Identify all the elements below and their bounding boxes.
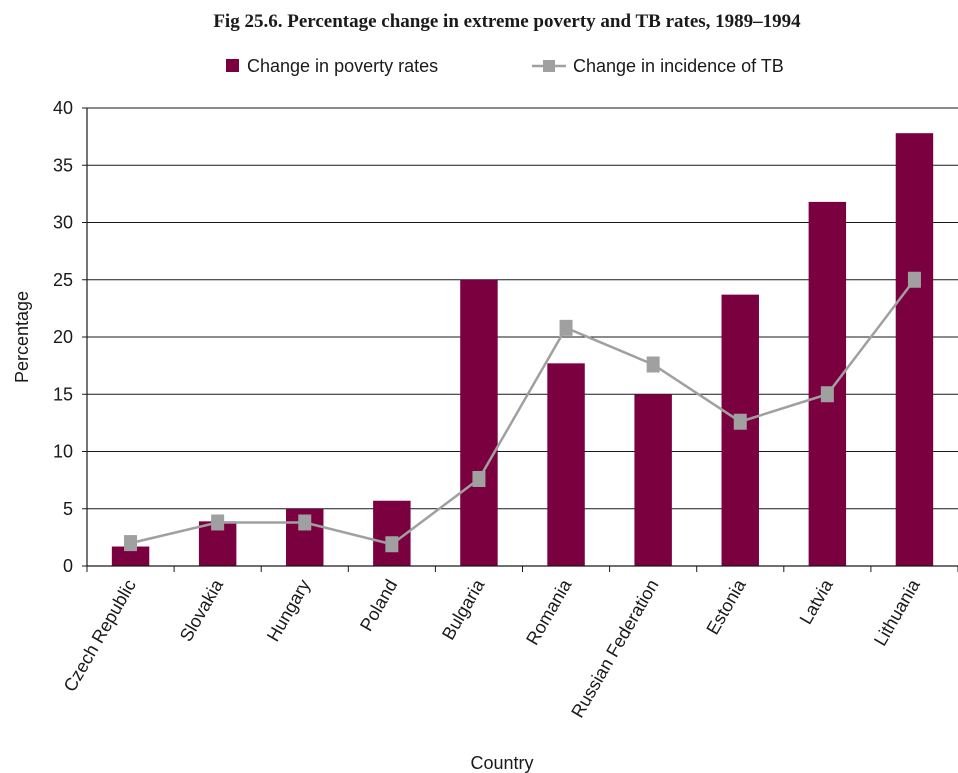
y-axis-ticks: 0 5 10 15 20 25 30 35 40 bbox=[53, 98, 87, 576]
chart-title: Fig 25.6. Percentage change in extreme p… bbox=[213, 11, 801, 32]
markers-tb bbox=[124, 271, 921, 553]
x-axis-ticks: Czech Republic Slovakia Hungary Poland Bulga… bbox=[60, 566, 958, 721]
legend-marker-tb bbox=[543, 60, 555, 72]
y-tick-label: 30 bbox=[53, 213, 73, 233]
x-tick-label: Latvia bbox=[795, 575, 837, 627]
legend-label-tb: Change in incidence of TB bbox=[573, 56, 784, 76]
tb-marker bbox=[733, 413, 747, 430]
y-tick-label: 35 bbox=[53, 155, 73, 175]
y-tick-label: 20 bbox=[53, 327, 73, 347]
bar bbox=[895, 133, 934, 566]
bar bbox=[721, 294, 759, 566]
bar bbox=[111, 546, 150, 566]
y-tick-label: 0 bbox=[63, 556, 73, 576]
x-tick-label: Russian Federation bbox=[567, 576, 662, 721]
bar bbox=[808, 201, 847, 566]
y-tick-label: 15 bbox=[53, 384, 73, 404]
legend-swatch-poverty bbox=[226, 59, 239, 72]
tb-marker bbox=[646, 356, 660, 373]
tb-marker bbox=[385, 536, 399, 553]
x-axis-label: Country bbox=[470, 753, 533, 773]
tb-marker bbox=[211, 514, 225, 531]
x-tick-label: Hungary bbox=[263, 576, 314, 645]
gridlines bbox=[87, 107, 958, 510]
tb-marker bbox=[559, 319, 573, 336]
x-tick-label: Czech Republic bbox=[60, 576, 140, 695]
y-tick-label: 25 bbox=[53, 270, 73, 290]
tb-marker bbox=[124, 535, 138, 552]
legend: Change in poverty rates Change in incide… bbox=[226, 56, 784, 76]
x-tick-label: Romania bbox=[522, 575, 576, 648]
y-tick-label: 5 bbox=[63, 499, 73, 519]
tb-marker bbox=[472, 470, 486, 487]
y-tick-label: 40 bbox=[53, 98, 73, 118]
x-tick-label: Lithuania bbox=[870, 575, 924, 649]
legend-label-poverty: Change in poverty rates bbox=[247, 56, 438, 76]
tb-line bbox=[130, 278, 916, 546]
bars-poverty bbox=[111, 133, 934, 566]
bar bbox=[460, 279, 498, 566]
line-tb bbox=[130, 278, 916, 546]
x-tick-label: Bulgaria bbox=[438, 575, 489, 643]
y-tick-label: 10 bbox=[53, 442, 73, 462]
tb-marker bbox=[907, 271, 921, 288]
x-tick-label: Poland bbox=[356, 576, 401, 635]
tb-marker bbox=[820, 386, 834, 403]
y-axis-label: Percentage bbox=[12, 291, 32, 383]
x-tick-label: Slovakia bbox=[176, 575, 228, 645]
tb-marker bbox=[298, 514, 312, 531]
bar bbox=[547, 363, 585, 566]
bar bbox=[634, 394, 672, 566]
x-tick-label: Estonia bbox=[702, 575, 750, 638]
